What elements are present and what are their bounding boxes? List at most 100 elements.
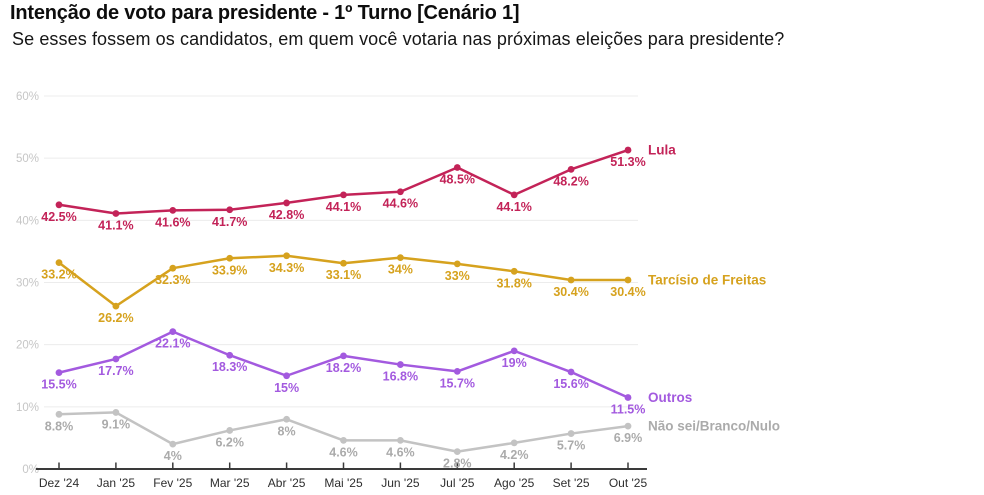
value-label-tarcisio-de-freitas: 33.2% bbox=[41, 268, 76, 282]
data-point-tarcisio-de-freitas bbox=[453, 260, 461, 268]
data-point-tarcisio-de-freitas bbox=[340, 259, 347, 267]
y-axis-tick-label: 50% bbox=[16, 153, 39, 165]
data-point-lula bbox=[397, 188, 404, 196]
chart-subtitle: Se esses fossem os candidatos, em quem v… bbox=[12, 29, 785, 49]
x-axis-tick-label: Jan '25 bbox=[97, 476, 136, 490]
y-axis-tick-label: 0% bbox=[22, 464, 39, 476]
x-axis-tick-label: Abr '25 bbox=[268, 476, 306, 490]
data-point-outros bbox=[283, 372, 290, 380]
data-point-outros bbox=[567, 368, 575, 376]
series-label-lula: Lula bbox=[648, 143, 676, 158]
data-point-lula bbox=[169, 206, 177, 214]
y-axis-tick-label: 20% bbox=[16, 340, 39, 352]
data-point-tarcisio-de-freitas bbox=[510, 267, 518, 275]
data-point-nao-sei-branco-nulo bbox=[112, 409, 120, 416]
value-label-lula: 41.1% bbox=[98, 218, 133, 232]
data-point-lula bbox=[453, 164, 461, 171]
data-point-outros bbox=[55, 369, 63, 377]
value-label-outros: 11.5% bbox=[611, 403, 646, 417]
value-label-outros: 15.5% bbox=[41, 378, 76, 392]
data-point-nao-sei-branco-nulo bbox=[397, 437, 404, 444]
y-axis-tick-label: 30% bbox=[16, 278, 39, 290]
data-point-tarcisio-de-freitas bbox=[624, 276, 632, 284]
data-point-outros bbox=[226, 351, 234, 359]
value-label-outros: 18.3% bbox=[212, 360, 247, 374]
data-point-tarcisio-de-freitas bbox=[112, 302, 120, 310]
x-axis-tick-label: Fev '25 bbox=[153, 476, 192, 490]
value-label-nao-sei-branco-nulo: 6.9% bbox=[614, 431, 643, 445]
data-point-lula bbox=[567, 165, 575, 173]
value-label-lula: 48.5% bbox=[440, 172, 475, 186]
x-axis-tick-label: Dez '24 bbox=[39, 476, 80, 490]
value-label-outros: 22.1% bbox=[155, 337, 190, 351]
value-label-lula: 44.6% bbox=[383, 197, 418, 211]
x-axis-tick-label: Jul '25 bbox=[440, 476, 475, 490]
value-label-nao-sei-branco-nulo: 4.6% bbox=[386, 445, 415, 459]
series-label-tarcisio-de-freitas: Tarcísio de Freitas bbox=[648, 273, 766, 288]
value-label-tarcisio-de-freitas: 33% bbox=[445, 269, 470, 283]
series-label-nao-sei-branco-nulo: Não sei/Branco/Nulo bbox=[648, 419, 780, 434]
value-label-tarcisio-de-freitas: 33.9% bbox=[212, 263, 247, 277]
data-point-nao-sei-branco-nulo bbox=[510, 439, 518, 447]
data-point-nao-sei-branco-nulo bbox=[624, 422, 632, 430]
data-point-lula bbox=[112, 210, 120, 217]
value-label-tarcisio-de-freitas: 32.3% bbox=[155, 273, 190, 287]
value-label-lula: 41.6% bbox=[155, 215, 190, 229]
data-point-lula bbox=[340, 191, 347, 199]
value-label-nao-sei-branco-nulo: 8% bbox=[278, 424, 296, 438]
data-point-nao-sei-branco-nulo bbox=[453, 448, 461, 455]
value-label-lula: 44.1% bbox=[326, 200, 361, 214]
value-label-tarcisio-de-freitas: 31.8% bbox=[496, 276, 531, 290]
value-label-outros: 15.7% bbox=[440, 376, 475, 390]
value-label-outros: 18.2% bbox=[326, 361, 361, 375]
data-point-nao-sei-branco-nulo bbox=[283, 415, 290, 423]
data-point-tarcisio-de-freitas bbox=[169, 264, 177, 272]
data-point-tarcisio-de-freitas bbox=[55, 259, 63, 267]
data-point-lula bbox=[55, 201, 63, 209]
data-point-nao-sei-branco-nulo bbox=[169, 440, 177, 448]
data-point-nao-sei-branco-nulo bbox=[55, 410, 63, 418]
data-point-outros bbox=[624, 394, 632, 401]
data-point-lula bbox=[283, 199, 290, 207]
chart-title: Intenção de voto para presidente - 1º Tu… bbox=[10, 2, 520, 24]
data-point-nao-sei-branco-nulo bbox=[226, 427, 234, 434]
value-label-tarcisio-de-freitas: 30.4% bbox=[553, 285, 588, 299]
value-label-lula: 48.2% bbox=[553, 174, 588, 188]
value-label-lula: 42.8% bbox=[269, 208, 304, 222]
data-point-outros bbox=[169, 328, 177, 336]
value-label-tarcisio-de-freitas: 26.2% bbox=[98, 311, 133, 325]
data-point-lula bbox=[624, 146, 632, 154]
data-point-outros bbox=[510, 347, 518, 355]
data-point-outros bbox=[453, 367, 461, 375]
x-axis-tick-label: Mai '25 bbox=[324, 476, 363, 490]
data-point-tarcisio-de-freitas bbox=[397, 254, 404, 262]
data-point-tarcisio-de-freitas bbox=[567, 276, 575, 284]
data-point-outros bbox=[397, 361, 404, 368]
x-axis-tick-label: Jun '25 bbox=[381, 476, 420, 490]
value-label-nao-sei-branco-nulo: 2.8% bbox=[443, 457, 472, 471]
value-label-nao-sei-branco-nulo: 9.1% bbox=[102, 417, 131, 431]
value-label-nao-sei-branco-nulo: 8.8% bbox=[45, 419, 74, 433]
value-label-outros: 16.8% bbox=[383, 370, 418, 384]
value-label-nao-sei-branco-nulo: 4.6% bbox=[329, 445, 358, 459]
value-label-tarcisio-de-freitas: 34% bbox=[388, 263, 413, 277]
x-axis-tick-label: Set '25 bbox=[553, 476, 590, 490]
value-label-lula: 51.3% bbox=[610, 155, 645, 169]
value-label-nao-sei-branco-nulo: 6.2% bbox=[215, 435, 244, 449]
y-axis-tick-label: 60% bbox=[16, 91, 39, 103]
x-axis-tick-label: Out '25 bbox=[609, 476, 648, 490]
value-label-outros: 19% bbox=[502, 356, 527, 370]
value-label-nao-sei-branco-nulo: 4.2% bbox=[500, 448, 529, 462]
data-point-lula bbox=[226, 206, 234, 214]
x-axis-tick-label: Mar '25 bbox=[210, 476, 250, 490]
data-point-outros bbox=[340, 352, 347, 360]
value-label-lula: 44.1% bbox=[496, 200, 531, 214]
data-point-nao-sei-branco-nulo bbox=[340, 437, 347, 444]
data-point-lula bbox=[510, 191, 518, 199]
series-label-outros: Outros bbox=[648, 390, 692, 405]
value-label-outros: 15.6% bbox=[553, 377, 588, 391]
value-label-nao-sei-branco-nulo: 4% bbox=[164, 449, 182, 463]
value-label-tarcisio-de-freitas: 33.1% bbox=[326, 268, 361, 282]
x-axis-tick-label: Ago '25 bbox=[494, 476, 535, 490]
data-point-nao-sei-branco-nulo bbox=[567, 430, 575, 437]
